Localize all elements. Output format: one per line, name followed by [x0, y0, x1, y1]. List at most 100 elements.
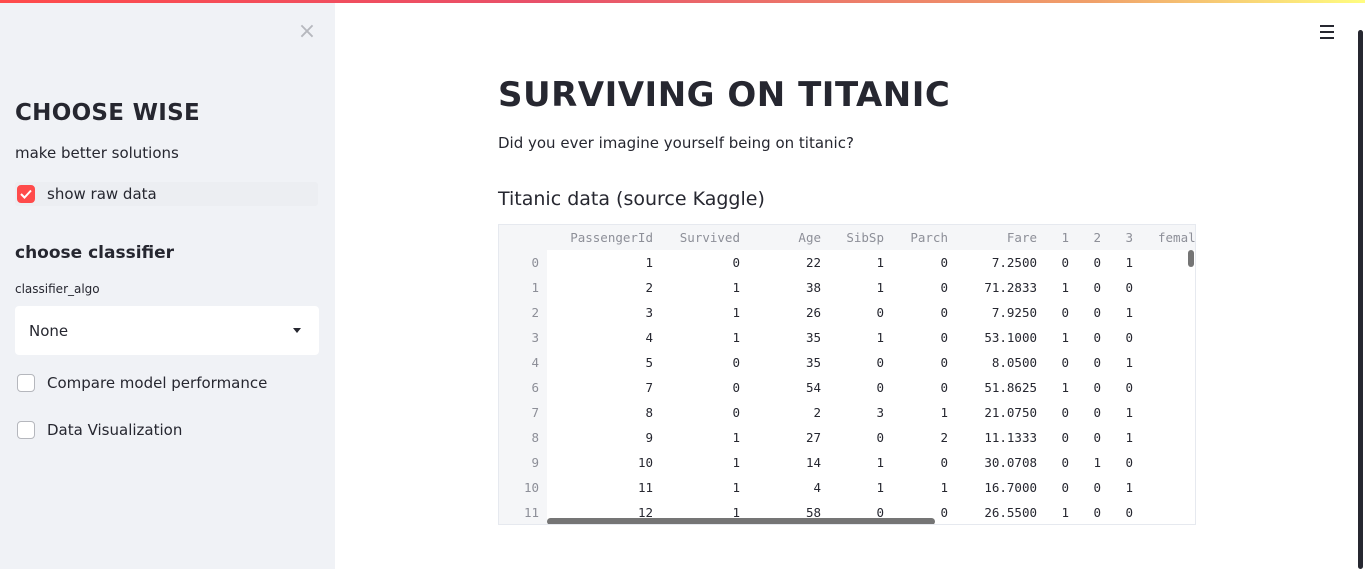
table-cell[interactable]: 0	[940, 455, 948, 470]
table-column-header[interactable]: PassengerId	[570, 230, 653, 245]
table-cell[interactable]: 11	[637, 480, 653, 495]
table-cell[interactable]: 10	[637, 455, 653, 470]
data-visualization-checkbox[interactable]: Data Visualization	[15, 418, 182, 442]
table-cell[interactable]: 1	[1125, 305, 1133, 320]
dataframe-table[interactable]: PassengerId Survived Age SibSp Parch Fare 1 2 3 f…	[498, 224, 1196, 525]
table-cell[interactable]: 0	[940, 255, 948, 270]
compare-model-checkbox[interactable]: Compare model performance	[15, 371, 267, 395]
table-cell[interactable]: 0	[876, 355, 884, 370]
table-cell[interactable]: 1	[732, 430, 740, 445]
table-cell[interactable]: 1	[1061, 380, 1069, 395]
table-column-header[interactable]: SibSp	[846, 230, 884, 245]
table-cell[interactable]: 1	[1125, 255, 1133, 270]
table-cell[interactable]: 0	[1125, 280, 1133, 295]
table-cell[interactable]: 1	[1125, 430, 1133, 445]
table-cell[interactable]: 38	[805, 280, 821, 295]
table-vertical-scrollbar[interactable]	[1188, 250, 1194, 267]
table-cell[interactable]: 1	[940, 480, 948, 495]
table-cell[interactable]: 14	[805, 455, 821, 470]
table-cell[interactable]: 0	[940, 505, 948, 520]
table-cell[interactable]: 0	[1061, 305, 1069, 320]
table-cell[interactable]: 7.2500	[991, 255, 1037, 270]
table-cell[interactable]: 22	[805, 255, 821, 270]
table-cell[interactable]: 0	[876, 430, 884, 445]
show-raw-data-checkbox[interactable]: show raw data	[15, 182, 318, 206]
table-cell[interactable]: 0	[1093, 280, 1101, 295]
table-cell[interactable]: 53.1000	[984, 330, 1037, 345]
page-scrollbar[interactable]	[1358, 30, 1363, 569]
table-cell[interactable]: 0	[732, 255, 740, 270]
table-cell[interactable]: 7.9250	[991, 305, 1037, 320]
table-cell[interactable]: 2	[645, 280, 653, 295]
table-cell[interactable]: 8	[645, 405, 653, 420]
table-cell[interactable]: 1	[876, 455, 884, 470]
table-cell[interactable]: 3	[876, 405, 884, 420]
checkbox-checked-box[interactable]	[17, 185, 35, 203]
table-cell[interactable]: 26	[805, 305, 821, 320]
table-cell[interactable]: 0	[732, 380, 740, 395]
table-cell[interactable]: 0	[940, 330, 948, 345]
table-cell[interactable]: 0	[1061, 455, 1069, 470]
table-column-header[interactable]: 3	[1125, 230, 1133, 245]
checkbox-box[interactable]	[17, 421, 35, 439]
table-cell[interactable]: 0	[1093, 355, 1101, 370]
table-cell[interactable]: 0	[1093, 305, 1101, 320]
table-cell[interactable]: 0	[1093, 330, 1101, 345]
table-cell[interactable]: 0	[876, 305, 884, 320]
table-column-header[interactable]: 2	[1093, 230, 1101, 245]
table-cell[interactable]: 5	[645, 355, 653, 370]
table-cell[interactable]: 0	[1125, 505, 1133, 520]
table-cell[interactable]: 1	[876, 255, 884, 270]
table-horizontal-scrollbar[interactable]	[547, 518, 935, 524]
table-cell[interactable]: 7	[645, 380, 653, 395]
table-cell[interactable]: 0	[1093, 430, 1101, 445]
table-column-header[interactable]: Survived	[679, 230, 740, 245]
table-cell[interactable]: 9	[645, 430, 653, 445]
table-cell[interactable]: 0	[1061, 355, 1069, 370]
table-cell[interactable]: 0	[732, 405, 740, 420]
table-cell[interactable]: 1	[732, 505, 740, 520]
table-cell[interactable]: 1	[1125, 405, 1133, 420]
table-cell[interactable]: 1	[1061, 505, 1069, 520]
table-cell[interactable]: 1	[732, 330, 740, 345]
table-cell[interactable]: 0	[1061, 430, 1069, 445]
table-cell[interactable]: 0	[1125, 455, 1133, 470]
table-cell[interactable]: 27	[805, 430, 821, 445]
table-cell[interactable]: 1	[645, 255, 653, 270]
table-cell[interactable]: 54	[805, 380, 821, 395]
table-cell[interactable]: 0	[1093, 380, 1101, 395]
table-cell[interactable]: 0	[876, 505, 884, 520]
table-cell[interactable]: 4	[645, 330, 653, 345]
table-cell[interactable]: 1	[1125, 480, 1133, 495]
table-cell[interactable]: 1	[876, 330, 884, 345]
table-cell[interactable]: 71.2833	[984, 280, 1037, 295]
table-cell[interactable]: 0	[876, 380, 884, 395]
table-cell[interactable]: 0	[1093, 480, 1101, 495]
checkbox-box[interactable]	[17, 374, 35, 392]
table-column-header[interactable]: Fare	[1006, 230, 1037, 245]
main-menu-button[interactable]	[1320, 25, 1338, 39]
table-column-header[interactable]: 1	[1061, 230, 1069, 245]
table-cell[interactable]: 0	[1093, 255, 1101, 270]
table-cell[interactable]: 21.0750	[984, 405, 1037, 420]
table-cell[interactable]: 1	[1061, 330, 1069, 345]
table-cell[interactable]: 8.0500	[991, 355, 1037, 370]
table-cell[interactable]: 11.1333	[984, 430, 1037, 445]
table-cell[interactable]: 0	[1125, 330, 1133, 345]
table-cell[interactable]: 16.7000	[984, 480, 1037, 495]
table-cell[interactable]: 0	[940, 280, 948, 295]
table-cell[interactable]: 2	[813, 405, 821, 420]
table-column-header[interactable]: Age	[798, 230, 821, 245]
table-cell[interactable]: 0	[1125, 380, 1133, 395]
classifier-select[interactable]: None	[15, 306, 319, 355]
table-cell[interactable]: 1	[876, 280, 884, 295]
table-cell[interactable]: 0	[1093, 405, 1101, 420]
table-cell[interactable]: 12	[637, 505, 653, 520]
table-cell[interactable]: 1	[1093, 455, 1101, 470]
table-cell[interactable]: 1	[940, 405, 948, 420]
table-cell[interactable]: 51.8625	[984, 380, 1037, 395]
table-cell[interactable]: 0	[1061, 405, 1069, 420]
table-cell[interactable]: 0	[940, 380, 948, 395]
table-cell[interactable]: 58	[805, 505, 821, 520]
table-cell[interactable]: 35	[805, 330, 821, 345]
